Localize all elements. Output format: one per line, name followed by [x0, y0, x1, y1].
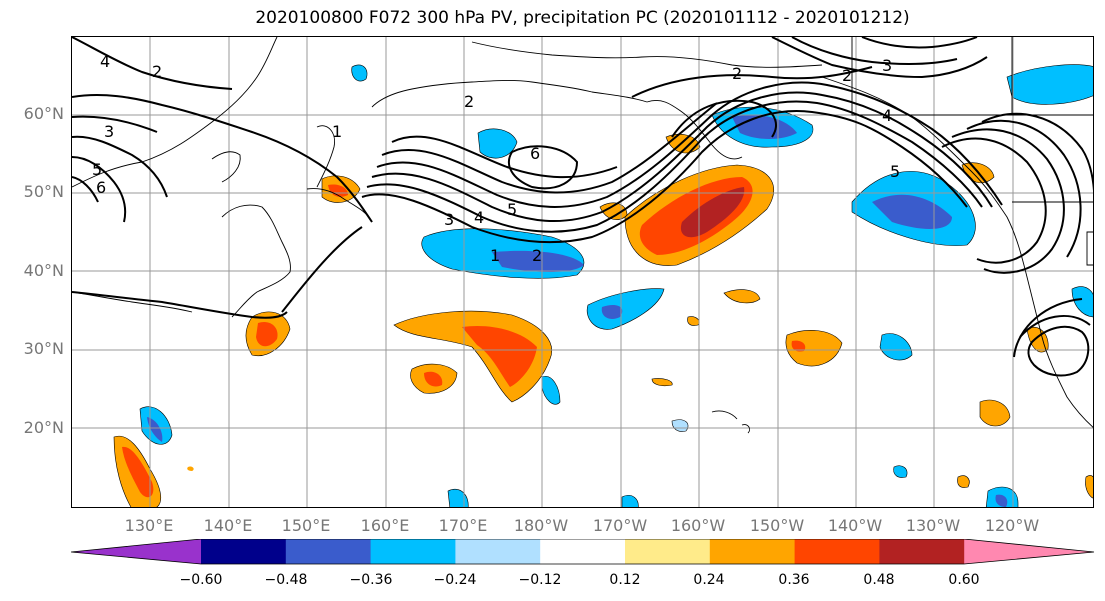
- contour-label: 2: [732, 64, 742, 83]
- lon-label: 180°W: [513, 516, 569, 535]
- colorbar-segment: [879, 539, 965, 564]
- lon-label: 140°E: [203, 516, 253, 535]
- lon-label: 170°E: [438, 516, 488, 535]
- contour-label: 5: [92, 160, 102, 179]
- contour-label: 2: [152, 62, 162, 81]
- colorbar-segment: [201, 539, 287, 564]
- contour-labels: 1 2 3 4 5 6 2 3 4 5 6 1 2 4 3 2 5 2: [92, 52, 900, 265]
- contour-label: 2: [532, 246, 542, 265]
- lat-label: 40°N: [23, 261, 64, 280]
- colorbar-tick: 0.12: [609, 572, 641, 588]
- negative-anomaly-shading: [139, 64, 1093, 507]
- contour-label: 6: [530, 144, 540, 163]
- contour-label: 5: [890, 162, 900, 181]
- colorbar-extend-low: [71, 539, 201, 564]
- positive-anomaly-shading: [113, 134, 1093, 507]
- lon-label: 120°W: [984, 516, 1040, 535]
- colorbar-tick: 0.48: [863, 572, 895, 588]
- contour-label: 2: [842, 66, 852, 85]
- map-canvas: 1 2 3 4 5 6 2 3 4 5 6 1 2 4 3 2 5 2: [72, 37, 1093, 507]
- contour-label: 1: [490, 246, 500, 265]
- colorbar-tick: −0.36: [349, 572, 393, 588]
- colorbar-tick: −0.48: [264, 572, 308, 588]
- contour-label: 3: [882, 56, 892, 75]
- colorbar: [71, 539, 1095, 565]
- contour-label: 2: [464, 92, 474, 111]
- lon-label: 130°E: [124, 516, 174, 535]
- lon-label: 130°W: [905, 516, 961, 535]
- contour-label: 6: [96, 178, 106, 197]
- lon-label: 150°E: [281, 516, 331, 535]
- contour-label: 4: [100, 52, 110, 71]
- contour-label: 4: [474, 208, 484, 227]
- colorbar-segment: [540, 539, 626, 564]
- graticule: [72, 37, 1093, 507]
- colorbar-segment: [285, 539, 372, 564]
- colorbar-segment: [370, 539, 456, 564]
- colorbar-segment: [625, 539, 711, 564]
- contour-label: 3: [444, 210, 454, 229]
- lon-label: 140°W: [827, 516, 883, 535]
- contour-label: 3: [104, 122, 114, 141]
- colorbar-tick: 0.36: [778, 572, 810, 588]
- contour-label: 5: [507, 200, 517, 219]
- colorbar-extend-high: [964, 539, 1094, 564]
- lon-label: 170°W: [592, 516, 648, 535]
- lat-label: 60°N: [23, 104, 64, 123]
- plot-title: 2020100800 F072 300 hPa PV, precipitatio…: [255, 8, 910, 28]
- lon-label: 150°W: [749, 516, 805, 535]
- colorbar-segment: [794, 539, 880, 564]
- contour-label: 1: [332, 122, 342, 141]
- pv-contours: [72, 37, 1093, 377]
- colorbar-segment: [455, 539, 541, 564]
- colorbar-tick: −0.60: [179, 572, 223, 588]
- lat-label: 20°N: [23, 418, 64, 437]
- contour-label: 4: [882, 106, 892, 125]
- lat-label: 30°N: [23, 339, 64, 358]
- colorbar-tick: −0.24: [433, 572, 477, 588]
- colorbar-tick: −0.12: [518, 572, 562, 588]
- lon-label: 160°W: [670, 516, 726, 535]
- lon-label: 160°E: [360, 516, 410, 535]
- lat-label: 50°N: [23, 182, 64, 201]
- colorbar-tick: 0.24: [693, 572, 725, 588]
- colorbar-tick: 0.60: [948, 572, 980, 588]
- colorbar-segment: [709, 539, 796, 564]
- map-panel: 1 2 3 4 5 6 2 3 4 5 6 1 2 4 3 2 5 2: [71, 36, 1094, 508]
